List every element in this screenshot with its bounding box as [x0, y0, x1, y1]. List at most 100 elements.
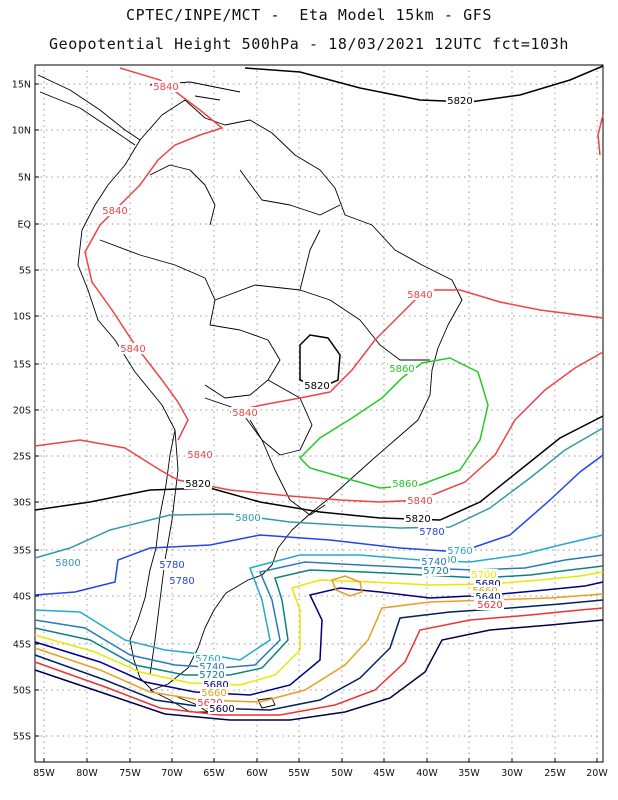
contour-label-bg — [202, 679, 230, 690]
contour-labels: 5840 5820 5840 5840 5840 5860 5820 5840 5840 5860… — [54, 81, 504, 715]
lat-label: 50S — [13, 686, 31, 697]
contour-5820-south — [34, 415, 604, 521]
contour-label-bg — [194, 653, 222, 664]
lat-label: 5S — [19, 266, 31, 277]
border-bolivia — [204, 324, 281, 399]
contour-label: 5780 — [419, 527, 444, 538]
falkland-islands — [257, 697, 276, 709]
contour-label-bg — [303, 380, 331, 391]
lat-label: 15N — [12, 80, 31, 91]
contour-label-bg — [474, 578, 502, 589]
lon-label: 25W — [544, 768, 566, 779]
contour-5680 — [34, 581, 604, 696]
contour-label-bg — [446, 95, 474, 106]
contour-5780 — [34, 454, 604, 596]
contour-5700 — [34, 571, 604, 686]
contour-label-bg — [406, 289, 434, 300]
contour-label-bg — [186, 449, 214, 460]
contour-5720 — [34, 565, 604, 676]
lat-label: 10N — [12, 126, 31, 137]
contour-label-bg — [418, 526, 446, 537]
lat-label: 15S — [13, 360, 31, 371]
lon-label: 20W — [586, 768, 608, 779]
contour-label: 5780 — [159, 560, 184, 571]
contour-label: 5600 — [209, 704, 234, 715]
contour-5840-mid — [229, 289, 604, 413]
contour-5740 — [34, 554, 604, 669]
lat-label: 55S — [13, 732, 31, 743]
contour-label: 5800 — [235, 513, 260, 524]
contour-label: 5840 — [102, 206, 127, 217]
contour-label: 5800 — [55, 558, 80, 569]
field-title: Geopotential Height 500hPa - 18/03/2021 … — [48, 35, 570, 53]
contour-label: 5860 — [389, 364, 414, 375]
contour-label: 5760 — [447, 546, 472, 557]
coastline-central-america — [37, 74, 141, 146]
lon-label: 50W — [331, 768, 353, 779]
contour-label: 5820 — [304, 381, 329, 392]
coastline-south-america — [77, 99, 463, 691]
lat-label: 5N — [18, 173, 31, 184]
lon-label: 30W — [501, 768, 523, 779]
lon-label: 55W — [288, 768, 310, 779]
border-argentina-north — [204, 397, 291, 501]
contour-5800 — [34, 427, 604, 559]
border-colombia-venezuela — [149, 164, 216, 226]
contour-label-bg — [231, 407, 259, 418]
contour-label: 5700 — [471, 570, 496, 581]
contour-label: 5840 — [120, 344, 145, 355]
contour-label-bg — [234, 512, 262, 523]
contour-label: 5780 — [169, 576, 194, 587]
lon-label: 70W — [161, 768, 183, 779]
contour-5760 — [34, 534, 604, 661]
contour-label: 5840 — [407, 290, 432, 301]
contour-label: 5640 — [475, 592, 500, 603]
contour-label-bg — [196, 697, 224, 708]
contour-label: 5820 — [405, 514, 430, 525]
contour-label-bg — [54, 557, 82, 568]
contour-label-bg — [208, 703, 236, 714]
contour-label-bg — [198, 669, 226, 680]
contour-label: 5860 — [392, 479, 417, 490]
contour-5820-north — [244, 65, 604, 103]
contour-5860 — [298, 357, 489, 489]
border-uruguay — [289, 499, 326, 516]
lon-label: 80W — [76, 768, 98, 779]
contour-label-bg — [158, 559, 186, 570]
contour-5840-ne — [597, 114, 604, 156]
contour-label: 5840 — [232, 408, 257, 419]
lat-label: 10S — [13, 312, 31, 323]
lat-label: 35S — [13, 546, 31, 557]
contour-label-bg — [446, 545, 474, 556]
contour-5660-closed — [331, 575, 363, 597]
contour-label-bg — [391, 478, 419, 489]
contour-label-bg — [476, 599, 504, 610]
lon-label: 60W — [246, 768, 268, 779]
contour-label-bg — [119, 343, 147, 354]
contour-label-bg — [404, 513, 432, 524]
lon-label: 75W — [119, 768, 141, 779]
border-guianas — [239, 169, 341, 216]
lat-label: 40S — [13, 592, 31, 603]
contour-label: 5620 — [477, 600, 502, 611]
contour-label-bg — [184, 478, 212, 489]
contour-5620 — [34, 607, 604, 716]
lat-label: 30S — [13, 498, 31, 509]
brazil-internal — [214, 229, 430, 361]
contour-label-bg — [420, 556, 448, 567]
border-peru-brazil — [99, 239, 216, 326]
contour-label: 5840 — [153, 82, 178, 93]
contour-label: 5740 — [199, 662, 224, 673]
lon-label: 85W — [33, 768, 55, 779]
contour-label-bg — [101, 205, 129, 216]
lon-label: 45W — [373, 768, 395, 779]
axis-ticks: 15N 10N 5N EQ 5S 10S 15S 20S 25S 30S 35S 40S 45S 50S 5… — [12, 80, 609, 780]
contour-label-bg — [471, 585, 499, 596]
contour-label: 5740 — [421, 557, 446, 568]
contour-label: 5820 — [447, 96, 472, 107]
contour-label-bg — [388, 363, 416, 374]
contour-5840-south — [34, 351, 604, 503]
contour-label-bg — [406, 495, 434, 506]
lat-label: EQ — [18, 220, 31, 231]
